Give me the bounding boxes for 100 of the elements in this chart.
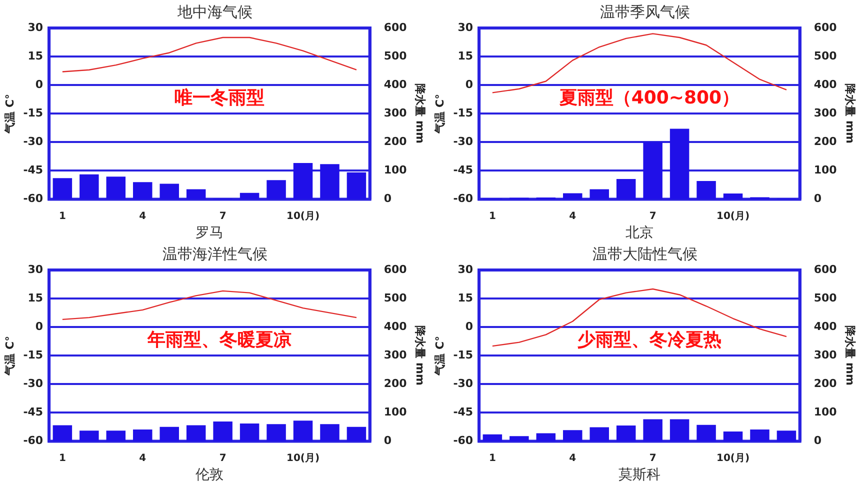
bar (482, 434, 502, 442)
y2-axis-title: 降水量 mm (414, 326, 427, 386)
bar (776, 430, 796, 442)
y-tick-label: 30 (28, 20, 44, 34)
y-tick-label: -45 (23, 164, 44, 177)
bar (80, 174, 99, 200)
bar (213, 422, 232, 442)
bar (536, 433, 556, 442)
bar (80, 430, 99, 442)
y2-tick-label: 300 (814, 348, 838, 362)
bar (186, 189, 206, 200)
bar (696, 180, 716, 200)
y2-tick-label: 400 (384, 320, 408, 333)
bar (616, 178, 636, 200)
y2-tick-label: 400 (384, 78, 408, 91)
bar (670, 128, 690, 200)
y-tick-label: 30 (28, 262, 44, 276)
y-tick-label: 0 (35, 320, 44, 333)
bar (186, 425, 206, 442)
bar (133, 182, 152, 200)
bar (320, 164, 340, 200)
x-tick-label: 4 (569, 210, 576, 222)
annotation: 年雨型、冬暖夏凉 (146, 330, 292, 351)
x-tick-label: 10(月) (286, 452, 320, 464)
y2-tick-label: 600 (814, 20, 838, 34)
bar (643, 142, 662, 200)
x-axis-title: 莫斯科 (618, 467, 660, 484)
y2-tick-label: 100 (814, 406, 838, 419)
x-tick-label: 1 (58, 452, 66, 464)
y2-tick-label: 500 (384, 49, 408, 62)
x-tick-label: 7 (649, 210, 656, 222)
bar (346, 172, 366, 200)
y2-tick-label: 200 (814, 376, 838, 390)
bar (106, 430, 126, 442)
bar (563, 430, 582, 442)
bar (133, 430, 152, 442)
y2-tick-label: 300 (384, 106, 408, 120)
y-tick-label: -45 (453, 164, 474, 177)
bar (52, 178, 72, 200)
bar (160, 426, 179, 442)
y2-tick-label: 500 (814, 49, 838, 62)
y2-tick-label: 300 (814, 106, 838, 120)
x-tick-label: 10(月) (716, 210, 750, 222)
y-tick-label: 15 (458, 49, 474, 62)
bar (616, 426, 636, 442)
chart-title: 温带大陆性气候 (592, 244, 698, 263)
y2-tick-label: 200 (814, 134, 838, 148)
y-axis-title: 气温 C° (433, 94, 446, 134)
y2-tick-label: 400 (814, 320, 838, 333)
bar (643, 419, 662, 442)
x-axis-title: 罗马 (195, 225, 224, 242)
y-tick-label: -60 (23, 434, 44, 448)
y-tick-label: -45 (453, 406, 474, 419)
y-tick-label: -30 (23, 134, 44, 148)
x-tick-label: 1 (488, 210, 496, 222)
bar (723, 432, 743, 442)
y-tick-label: -30 (453, 134, 474, 148)
bar (590, 427, 609, 442)
y-tick-label: -30 (23, 376, 44, 390)
annotation: 唯一冬雨型 (174, 88, 264, 109)
bar (590, 189, 609, 200)
x-tick-label: 7 (649, 452, 656, 464)
x-axis-title: 北京 (625, 225, 654, 242)
y2-tick-label: 600 (814, 262, 838, 276)
y2-tick-label: 300 (384, 348, 408, 362)
y-tick-label: 15 (28, 49, 44, 62)
y-axis-title: 气温 C° (3, 94, 16, 134)
y2-tick-label: 500 (814, 291, 838, 304)
bar (266, 180, 286, 200)
y-tick-label: -30 (453, 376, 474, 390)
y2-tick-label: 500 (384, 291, 408, 304)
bar (750, 430, 770, 442)
y2-axis-title: 降水量 mm (844, 326, 857, 386)
y2-tick-label: 0 (384, 192, 392, 206)
y2-axis-title: 降水量 mm (414, 84, 427, 144)
y-tick-label: -15 (453, 106, 474, 120)
y-tick-label: 30 (458, 262, 474, 276)
y2-tick-label: 200 (384, 376, 408, 390)
y2-tick-label: 400 (814, 78, 838, 91)
y2-tick-label: 100 (384, 164, 408, 177)
bar (160, 184, 179, 200)
bar (240, 424, 260, 442)
x-tick-label: 10(月) (716, 452, 750, 464)
y2-axis-title: 降水量 mm (844, 84, 857, 144)
annotation: 少雨型、冬冷夏热 (577, 330, 722, 351)
y-tick-label: 15 (458, 291, 474, 304)
y-tick-label: 30 (458, 20, 474, 34)
y-axis-title: 气温 C° (433, 336, 446, 376)
x-tick-label: 4 (139, 210, 146, 222)
bar (670, 419, 690, 442)
x-axis-title: 伦敦 (195, 467, 224, 484)
y-axis-title: 气温 C° (3, 336, 16, 376)
y2-tick-label: 100 (814, 164, 838, 177)
x-tick-label: 1 (58, 210, 66, 222)
y2-tick-label: 600 (384, 20, 408, 34)
y-tick-label: 0 (465, 320, 474, 333)
bar (723, 193, 743, 200)
y-tick-label: -45 (23, 406, 44, 419)
x-tick-label: 4 (139, 452, 146, 464)
y2-tick-label: 100 (384, 406, 408, 419)
